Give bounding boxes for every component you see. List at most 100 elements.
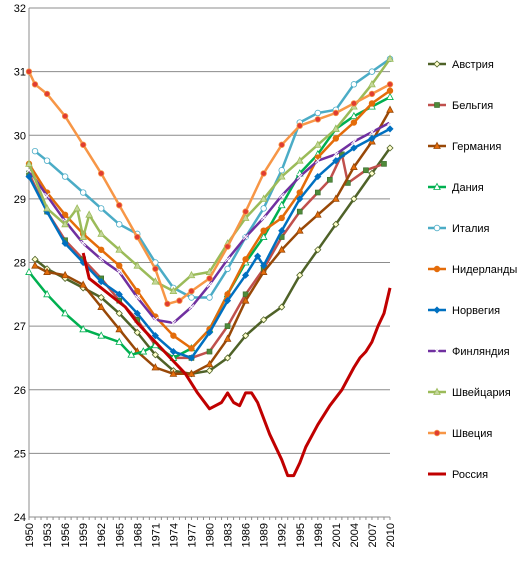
series-line (27, 153, 385, 360)
data-point (169, 369, 178, 377)
data-point (241, 213, 250, 221)
legend-item: Норвегия (428, 305, 500, 317)
data-point (314, 189, 321, 196)
x-tick-label: 1995 (295, 523, 307, 547)
data-point (61, 211, 69, 218)
data-point (277, 172, 286, 180)
data-point (151, 277, 160, 285)
data-point (260, 262, 268, 270)
data-point (278, 303, 286, 311)
series-lines (25, 54, 394, 478)
data-point (260, 205, 267, 212)
x-tick-label: 2010 (385, 523, 397, 547)
series-Швеция (25, 68, 394, 308)
x-tick-label: 1959 (78, 523, 90, 547)
data-point (242, 234, 249, 240)
data-point (97, 293, 105, 302)
data-point (433, 265, 441, 273)
data-point (25, 267, 33, 275)
data-point (314, 173, 322, 181)
data-point (278, 167, 285, 174)
data-point (313, 210, 322, 218)
x-tick-label: 1974 (168, 523, 180, 547)
x-tick-label: 1953 (42, 523, 54, 547)
legend-item: Россия (428, 469, 488, 481)
y-tick-label: 32 (14, 3, 26, 15)
data-point (44, 192, 50, 199)
data-point (97, 302, 106, 310)
legend-item: Германия (428, 141, 501, 153)
y-tick-label: 28 (14, 258, 26, 270)
data-point (61, 219, 69, 228)
y-tick-label: 30 (14, 130, 26, 142)
legend-label: Дания (452, 182, 484, 194)
x-tick-label: 1965 (114, 523, 126, 547)
data-point (133, 309, 141, 317)
data-point (386, 144, 394, 152)
data-point (224, 243, 231, 250)
data-point (85, 210, 94, 218)
data-point (80, 240, 87, 247)
data-point (79, 189, 87, 196)
data-point (188, 287, 195, 295)
data-point (260, 227, 267, 234)
data-point (332, 109, 340, 117)
data-point (98, 256, 105, 263)
data-point (332, 157, 340, 165)
data-point (331, 194, 340, 202)
data-point (43, 267, 51, 275)
x-tick-label: 1950 (24, 523, 36, 547)
data-point (25, 159, 33, 167)
data-point (176, 297, 183, 304)
data-point (242, 256, 249, 263)
data-point (327, 176, 333, 183)
data-point (278, 192, 285, 199)
legend-label: Норвегия (452, 305, 500, 317)
data-point (332, 220, 340, 228)
data-point (259, 267, 268, 275)
data-point (433, 387, 441, 395)
data-point (223, 297, 232, 305)
data-point (151, 351, 159, 359)
data-point (314, 246, 322, 254)
data-point (278, 214, 285, 222)
series-Финляндия (26, 119, 393, 326)
data-point (434, 348, 440, 354)
data-point (350, 162, 358, 170)
series-Россия (81, 252, 392, 478)
data-point (386, 87, 394, 94)
data-point (31, 81, 39, 88)
data-point (368, 79, 376, 88)
data-point (350, 195, 358, 203)
data-point (115, 290, 123, 298)
data-point (73, 204, 81, 212)
data-point (205, 267, 214, 275)
data-point (350, 119, 358, 126)
data-point (331, 124, 340, 132)
data-point (386, 105, 394, 113)
data-point (205, 328, 214, 337)
legend-label: Германия (452, 141, 501, 153)
data-point (205, 359, 214, 368)
data-point (296, 122, 303, 129)
data-point (206, 275, 213, 282)
y-tick-label: 24 (14, 512, 26, 524)
data-point (61, 112, 69, 120)
data-point (152, 316, 159, 323)
x-tick-label: 1983 (223, 523, 235, 547)
data-point (368, 169, 376, 177)
y-axis-ticks: 24 25 26 27 28 29 30 31 32 (14, 3, 26, 524)
data-point (206, 281, 213, 288)
data-point (43, 204, 51, 212)
legend-item: Швейцария (428, 387, 511, 399)
data-point (433, 306, 441, 314)
y-tick-label: 29 (14, 194, 26, 206)
legend-item: Финляндия (428, 346, 510, 358)
data-point (368, 68, 376, 75)
data-point (170, 320, 177, 326)
data-point (259, 194, 268, 202)
x-tick-label: 1998 (313, 523, 325, 547)
data-point (187, 369, 196, 377)
x-tick-label: 1962 (96, 523, 108, 547)
data-point (31, 147, 39, 155)
